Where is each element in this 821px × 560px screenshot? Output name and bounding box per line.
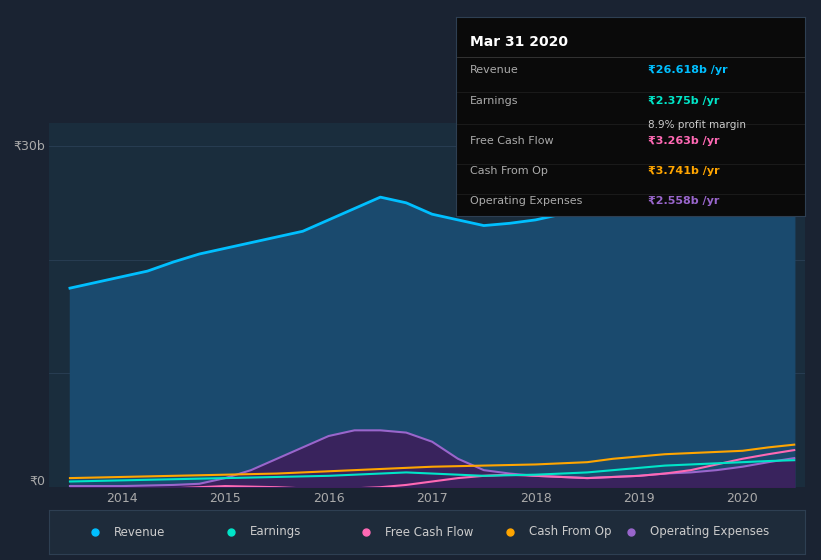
Text: ₹0: ₹0 bbox=[30, 475, 45, 488]
Text: Free Cash Flow: Free Cash Flow bbox=[385, 525, 474, 539]
Text: 8.9% profit margin: 8.9% profit margin bbox=[648, 120, 745, 130]
Text: Earnings: Earnings bbox=[470, 96, 518, 106]
Text: Revenue: Revenue bbox=[113, 525, 165, 539]
Text: Operating Expenses: Operating Expenses bbox=[649, 525, 769, 539]
Text: ₹30b: ₹30b bbox=[14, 139, 45, 152]
Text: Cash From Op: Cash From Op bbox=[470, 166, 548, 176]
Text: Cash From Op: Cash From Op bbox=[529, 525, 612, 539]
Text: ₹3.263b /yr: ₹3.263b /yr bbox=[648, 136, 719, 146]
Text: ₹2.375b /yr: ₹2.375b /yr bbox=[648, 96, 719, 106]
Text: ₹2.558b /yr: ₹2.558b /yr bbox=[648, 196, 719, 206]
Text: Free Cash Flow: Free Cash Flow bbox=[470, 136, 553, 146]
Text: Mar 31 2020: Mar 31 2020 bbox=[470, 35, 567, 49]
Text: ₹26.618b /yr: ₹26.618b /yr bbox=[648, 64, 727, 74]
Text: Earnings: Earnings bbox=[250, 525, 300, 539]
Text: Operating Expenses: Operating Expenses bbox=[470, 196, 582, 206]
Text: Revenue: Revenue bbox=[470, 64, 518, 74]
Text: ₹3.741b /yr: ₹3.741b /yr bbox=[648, 166, 719, 176]
